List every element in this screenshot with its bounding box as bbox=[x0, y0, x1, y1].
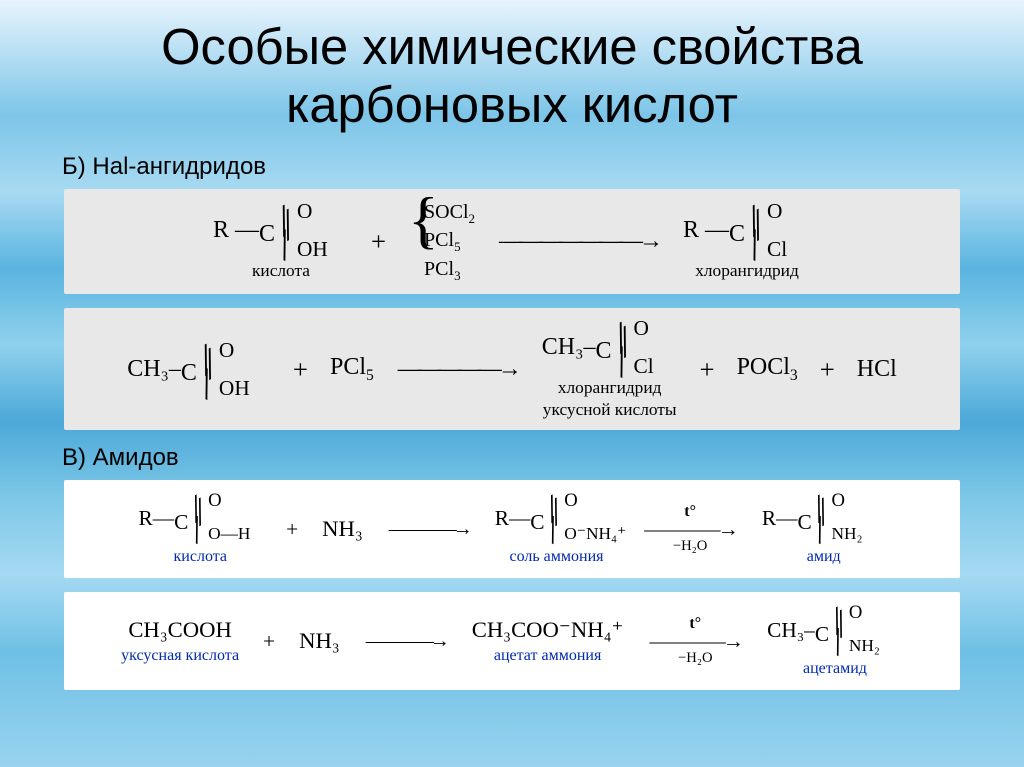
reaction-2: CH₃– C ╱╱ O ╲ OH + PCl5 —————→ CH₃– C ╱╱ bbox=[64, 308, 960, 430]
rx2-acid: CH₃– C ╱╱ O ╲ OH bbox=[127, 340, 271, 398]
rx2-reagent: PCl5 bbox=[330, 354, 374, 385]
rx1-acid: R — C ╱╱ O ╲ OH кислота bbox=[213, 201, 349, 281]
arrow-with-conditions: t° ————→ −H₂O bbox=[638, 503, 742, 555]
slide-content: Особые химические свойства карбоновых ки… bbox=[0, 0, 1024, 722]
rx2-product: CH₃– C ╱╱ O ╲ Cl хлорангидрид уксусной к… bbox=[542, 318, 678, 420]
plus-sign: + bbox=[696, 354, 719, 385]
cocl-group: C ╱╱ O ╲ Cl bbox=[729, 201, 811, 259]
rx3-acid: R— C ╱╱ O ╲ O—H кислота bbox=[139, 492, 263, 566]
rx2-byproduct1: POCl3 bbox=[737, 354, 798, 385]
plus-sign: + bbox=[289, 354, 312, 385]
rx1-reagents: { SOCl2 PCl5 PCl3 bbox=[408, 199, 475, 285]
arrow-icon: ————→ bbox=[383, 518, 475, 541]
slide-title: Особые химические свойства карбоновых ки… bbox=[40, 18, 984, 135]
rx1-product: R — C ╱╱ O ╲ Cl хлорангидрид bbox=[683, 201, 811, 281]
arrow-icon: ———————→ bbox=[493, 228, 665, 255]
rx4-amide: CH₃– C ╱╱ O ╲ NH₂ ацетамид bbox=[767, 604, 903, 678]
plus-sign: + bbox=[259, 629, 279, 654]
rx4-nh3: NH₃ bbox=[299, 628, 340, 654]
rx4-salt: CH₃COO⁻NH₄⁺ ацетат аммония bbox=[472, 617, 624, 665]
rx2-byproduct2: HCl bbox=[857, 356, 897, 383]
cooh-group: C ╱╱ O ╲ OH bbox=[259, 201, 349, 259]
arrow-icon: ————→ bbox=[360, 630, 452, 653]
arrow-with-conditions: t° ————→ −H₂O bbox=[643, 615, 747, 667]
rx3-nh3: NH₃ bbox=[322, 516, 363, 542]
plus-sign: + bbox=[816, 354, 839, 385]
reaction-4: CH₃COOH уксусная кислота + NH₃ ————→ CH₃… bbox=[64, 592, 960, 690]
plus-sign: + bbox=[282, 517, 302, 542]
rx3-salt: R— C ╱╱ O ╲ O⁻NH₄⁺ соль аммония bbox=[495, 492, 619, 566]
section-b-heading: Б) Hal-ангидридов bbox=[62, 153, 984, 181]
rx3-amide: R— C ╱╱ O ╲ NH₂ амид bbox=[762, 492, 886, 566]
reaction-1: R — C ╱╱ O ╲ OH кислота + { SOCl2 PCl5 P… bbox=[64, 189, 960, 295]
plus-sign: + bbox=[367, 226, 390, 257]
reaction-3: R— C ╱╱ O ╲ O—H кислота + NH₃ ————→ R— C… bbox=[64, 480, 960, 578]
rx4-acid: CH₃COOH уксусная кислота bbox=[121, 617, 239, 665]
arrow-icon: —————→ bbox=[392, 356, 524, 383]
section-c-heading: В) Амидов bbox=[62, 444, 984, 472]
